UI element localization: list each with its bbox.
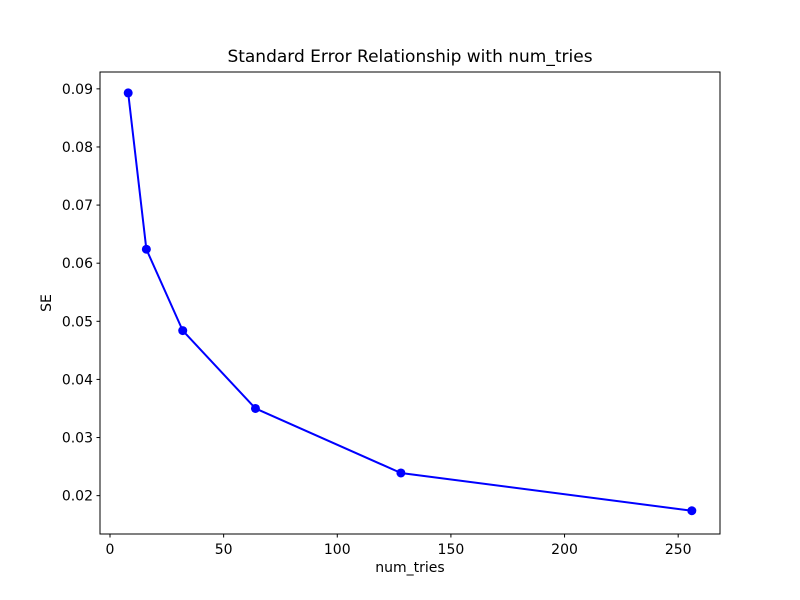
axes-spines	[99, 71, 721, 535]
x-tick-label: 50	[215, 542, 233, 558]
y-axis-ticks: 0.02 0.03 0.04 0.05 0.06 0.07 0.08 0.09	[62, 82, 100, 505]
x-tick-label: 0	[106, 542, 115, 558]
x-axis-label: num_tries	[375, 560, 444, 576]
y-tick-label: 0.08	[62, 140, 93, 156]
series-group	[123, 88, 697, 516]
se-line	[127, 91, 693, 512]
y-tick-label: 0.02	[62, 489, 93, 505]
y-tick-label: 0.05	[62, 314, 93, 330]
data-point-marker	[123, 88, 133, 98]
y-tick-label: 0.04	[62, 372, 93, 388]
data-point-marker	[178, 326, 188, 336]
y-tick-label: 0.07	[62, 198, 93, 214]
x-axis-ticks: 0 50 100 150 200 250	[106, 534, 692, 558]
chart-title: Standard Error Relationship with num_tri…	[227, 47, 592, 67]
data-point-marker	[687, 506, 697, 516]
y-tick-label: 0.03	[62, 431, 93, 447]
x-tick-label: 250	[665, 542, 692, 558]
data-point-marker	[396, 468, 406, 478]
x-tick-label: 100	[324, 542, 351, 558]
y-tick-label: 0.06	[62, 256, 93, 272]
data-point-marker	[250, 403, 260, 413]
x-tick-label: 200	[551, 542, 578, 558]
y-axis-label: SE	[39, 294, 55, 312]
plot-area	[100, 72, 720, 534]
data-point-marker	[141, 244, 151, 254]
x-tick-label: 150	[438, 542, 465, 558]
y-tick-label: 0.09	[62, 82, 93, 98]
